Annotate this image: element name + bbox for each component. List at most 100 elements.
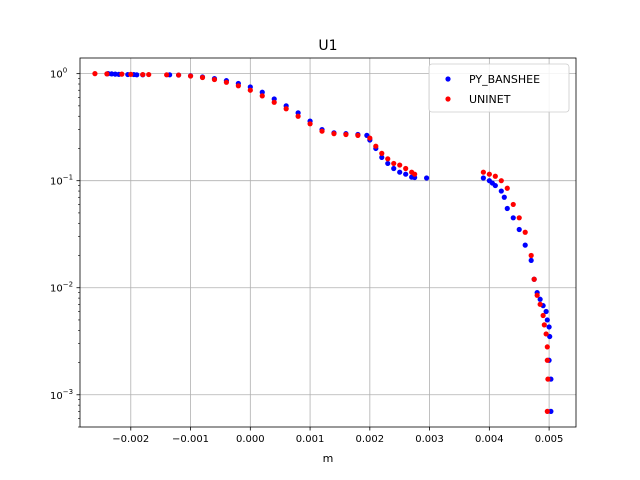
x-tick-label: −0.001	[172, 434, 209, 445]
data-point	[271, 99, 277, 105]
data-point	[146, 71, 152, 78]
data-point	[547, 333, 553, 340]
data-point	[331, 131, 337, 137]
data-point	[544, 317, 550, 323]
x-tick-label: 0.005	[535, 434, 564, 445]
data-point	[510, 201, 516, 208]
data-point	[367, 135, 373, 141]
data-point	[199, 74, 206, 81]
data-point	[283, 106, 289, 112]
data-point	[528, 252, 534, 259]
data-point	[537, 301, 543, 307]
data-point	[134, 72, 140, 78]
grid	[80, 58, 576, 427]
y-tick-label: 10−3	[50, 388, 73, 402]
data-point	[540, 312, 546, 319]
data-point	[295, 113, 301, 119]
data-point	[498, 188, 504, 194]
data-point	[537, 296, 543, 302]
data-point	[164, 72, 170, 78]
data-point	[543, 308, 549, 315]
legend-label: PY_BANSHEE	[469, 73, 540, 86]
data-point	[92, 71, 98, 77]
data-point	[397, 169, 403, 175]
data-point	[504, 185, 510, 191]
data-point	[355, 132, 361, 138]
data-points	[92, 71, 554, 414]
data-point	[543, 331, 549, 337]
data-point	[140, 71, 146, 78]
plot-frame	[79, 57, 577, 428]
data-point	[492, 182, 498, 189]
x-axis-label: m	[323, 452, 334, 465]
data-point	[128, 71, 134, 77]
legend-marker	[445, 96, 451, 102]
data-point	[343, 131, 349, 138]
data-point	[259, 93, 265, 99]
data-point	[548, 408, 554, 414]
data-point	[480, 169, 486, 175]
data-point	[119, 71, 125, 77]
data-point	[528, 257, 534, 264]
series-uninet	[92, 71, 551, 414]
chart-title: U1	[318, 38, 337, 54]
y-tick-label: 10−1	[50, 174, 73, 188]
data-point	[247, 87, 253, 93]
data-point	[319, 128, 325, 134]
axis-ticks: −0.002 −0.001 0.000 0.001 0.002 0.003 0.004 0.0…	[50, 67, 563, 445]
data-point	[187, 73, 194, 79]
data-point	[541, 322, 547, 328]
data-point	[501, 194, 507, 200]
data-point	[385, 156, 391, 162]
data-point	[522, 242, 528, 248]
data-point	[223, 79, 230, 85]
data-point	[235, 83, 241, 89]
data-point	[385, 160, 391, 167]
x-tick-label: 0.001	[296, 434, 325, 445]
data-point	[397, 162, 403, 168]
x-tick-label: −0.002	[112, 434, 149, 445]
x-tick-label: 0.003	[415, 434, 444, 445]
data-point	[486, 171, 492, 177]
data-point	[504, 205, 510, 212]
data-point	[391, 160, 397, 167]
data-point	[516, 226, 522, 233]
y-tick-label: 100	[50, 67, 67, 81]
data-point	[545, 376, 551, 382]
data-point	[492, 173, 498, 179]
data-point	[510, 215, 516, 221]
data-point	[259, 89, 265, 95]
data-point	[480, 175, 486, 181]
series-py-banshee	[105, 71, 554, 414]
data-point	[176, 72, 182, 78]
data-point	[403, 165, 409, 172]
x-tick-label: 0.002	[356, 434, 385, 445]
data-point	[379, 154, 385, 161]
data-point	[403, 171, 409, 177]
data-point	[531, 276, 537, 282]
data-point	[379, 150, 385, 156]
legend-box	[428, 63, 570, 113]
data-point	[534, 292, 540, 298]
x-tick-label: 0.004	[475, 434, 504, 445]
legend-label: UNINET	[469, 93, 511, 106]
data-point	[211, 76, 218, 83]
x-tick-label: 0.000	[236, 434, 265, 445]
data-point	[546, 324, 552, 330]
data-point	[412, 171, 418, 177]
legend-marker	[445, 76, 451, 82]
data-point	[373, 143, 379, 149]
legend: PY_BANSHEE UNINET	[428, 63, 570, 113]
data-point	[516, 215, 522, 221]
data-point	[424, 175, 430, 181]
data-point	[522, 229, 528, 235]
data-point	[104, 71, 110, 77]
data-point	[544, 408, 550, 414]
data-point	[391, 165, 397, 172]
data-point	[307, 121, 313, 127]
y-tick-label: 10−2	[50, 281, 73, 295]
data-point	[544, 357, 550, 363]
data-point	[544, 344, 550, 350]
data-point	[498, 178, 504, 184]
